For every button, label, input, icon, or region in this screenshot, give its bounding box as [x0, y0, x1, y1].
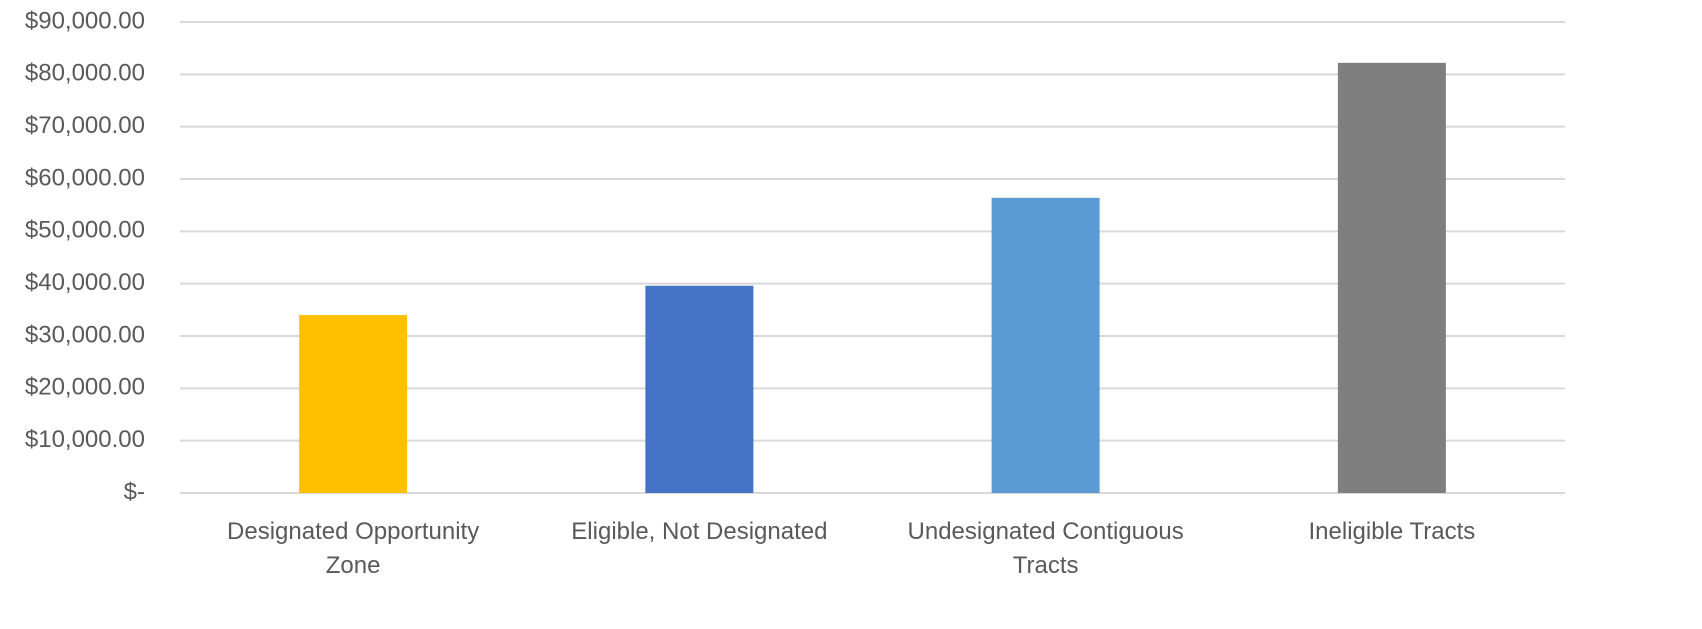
- y-tick-label: $70,000.00: [25, 112, 145, 139]
- x-tick-label: Designated Opportunity Zone: [227, 518, 480, 579]
- y-tick-label: $60,000.00: [25, 164, 145, 191]
- bar: [299, 315, 408, 493]
- bar: [645, 285, 754, 493]
- bar: [991, 197, 1100, 493]
- y-tick-label: $40,000.00: [25, 269, 145, 296]
- x-tick-label: Eligible, Not Designated: [571, 518, 828, 545]
- y-tick-label: $20,000.00: [25, 374, 145, 401]
- y-tick-label: $90,000.00: [25, 7, 145, 34]
- y-tick-label: $50,000.00: [25, 217, 145, 244]
- y-tick-label: $30,000.00: [25, 321, 145, 348]
- bar: [1337, 62, 1446, 493]
- y-tick-label: $-: [124, 478, 145, 505]
- y-tick-label: $10,000.00: [25, 426, 145, 453]
- x-tick-label: Undesignated Contiguous Tracts: [907, 518, 1184, 579]
- x-tick-label: Ineligible Tracts: [1308, 518, 1476, 545]
- y-tick-label: $80,000.00: [25, 60, 145, 87]
